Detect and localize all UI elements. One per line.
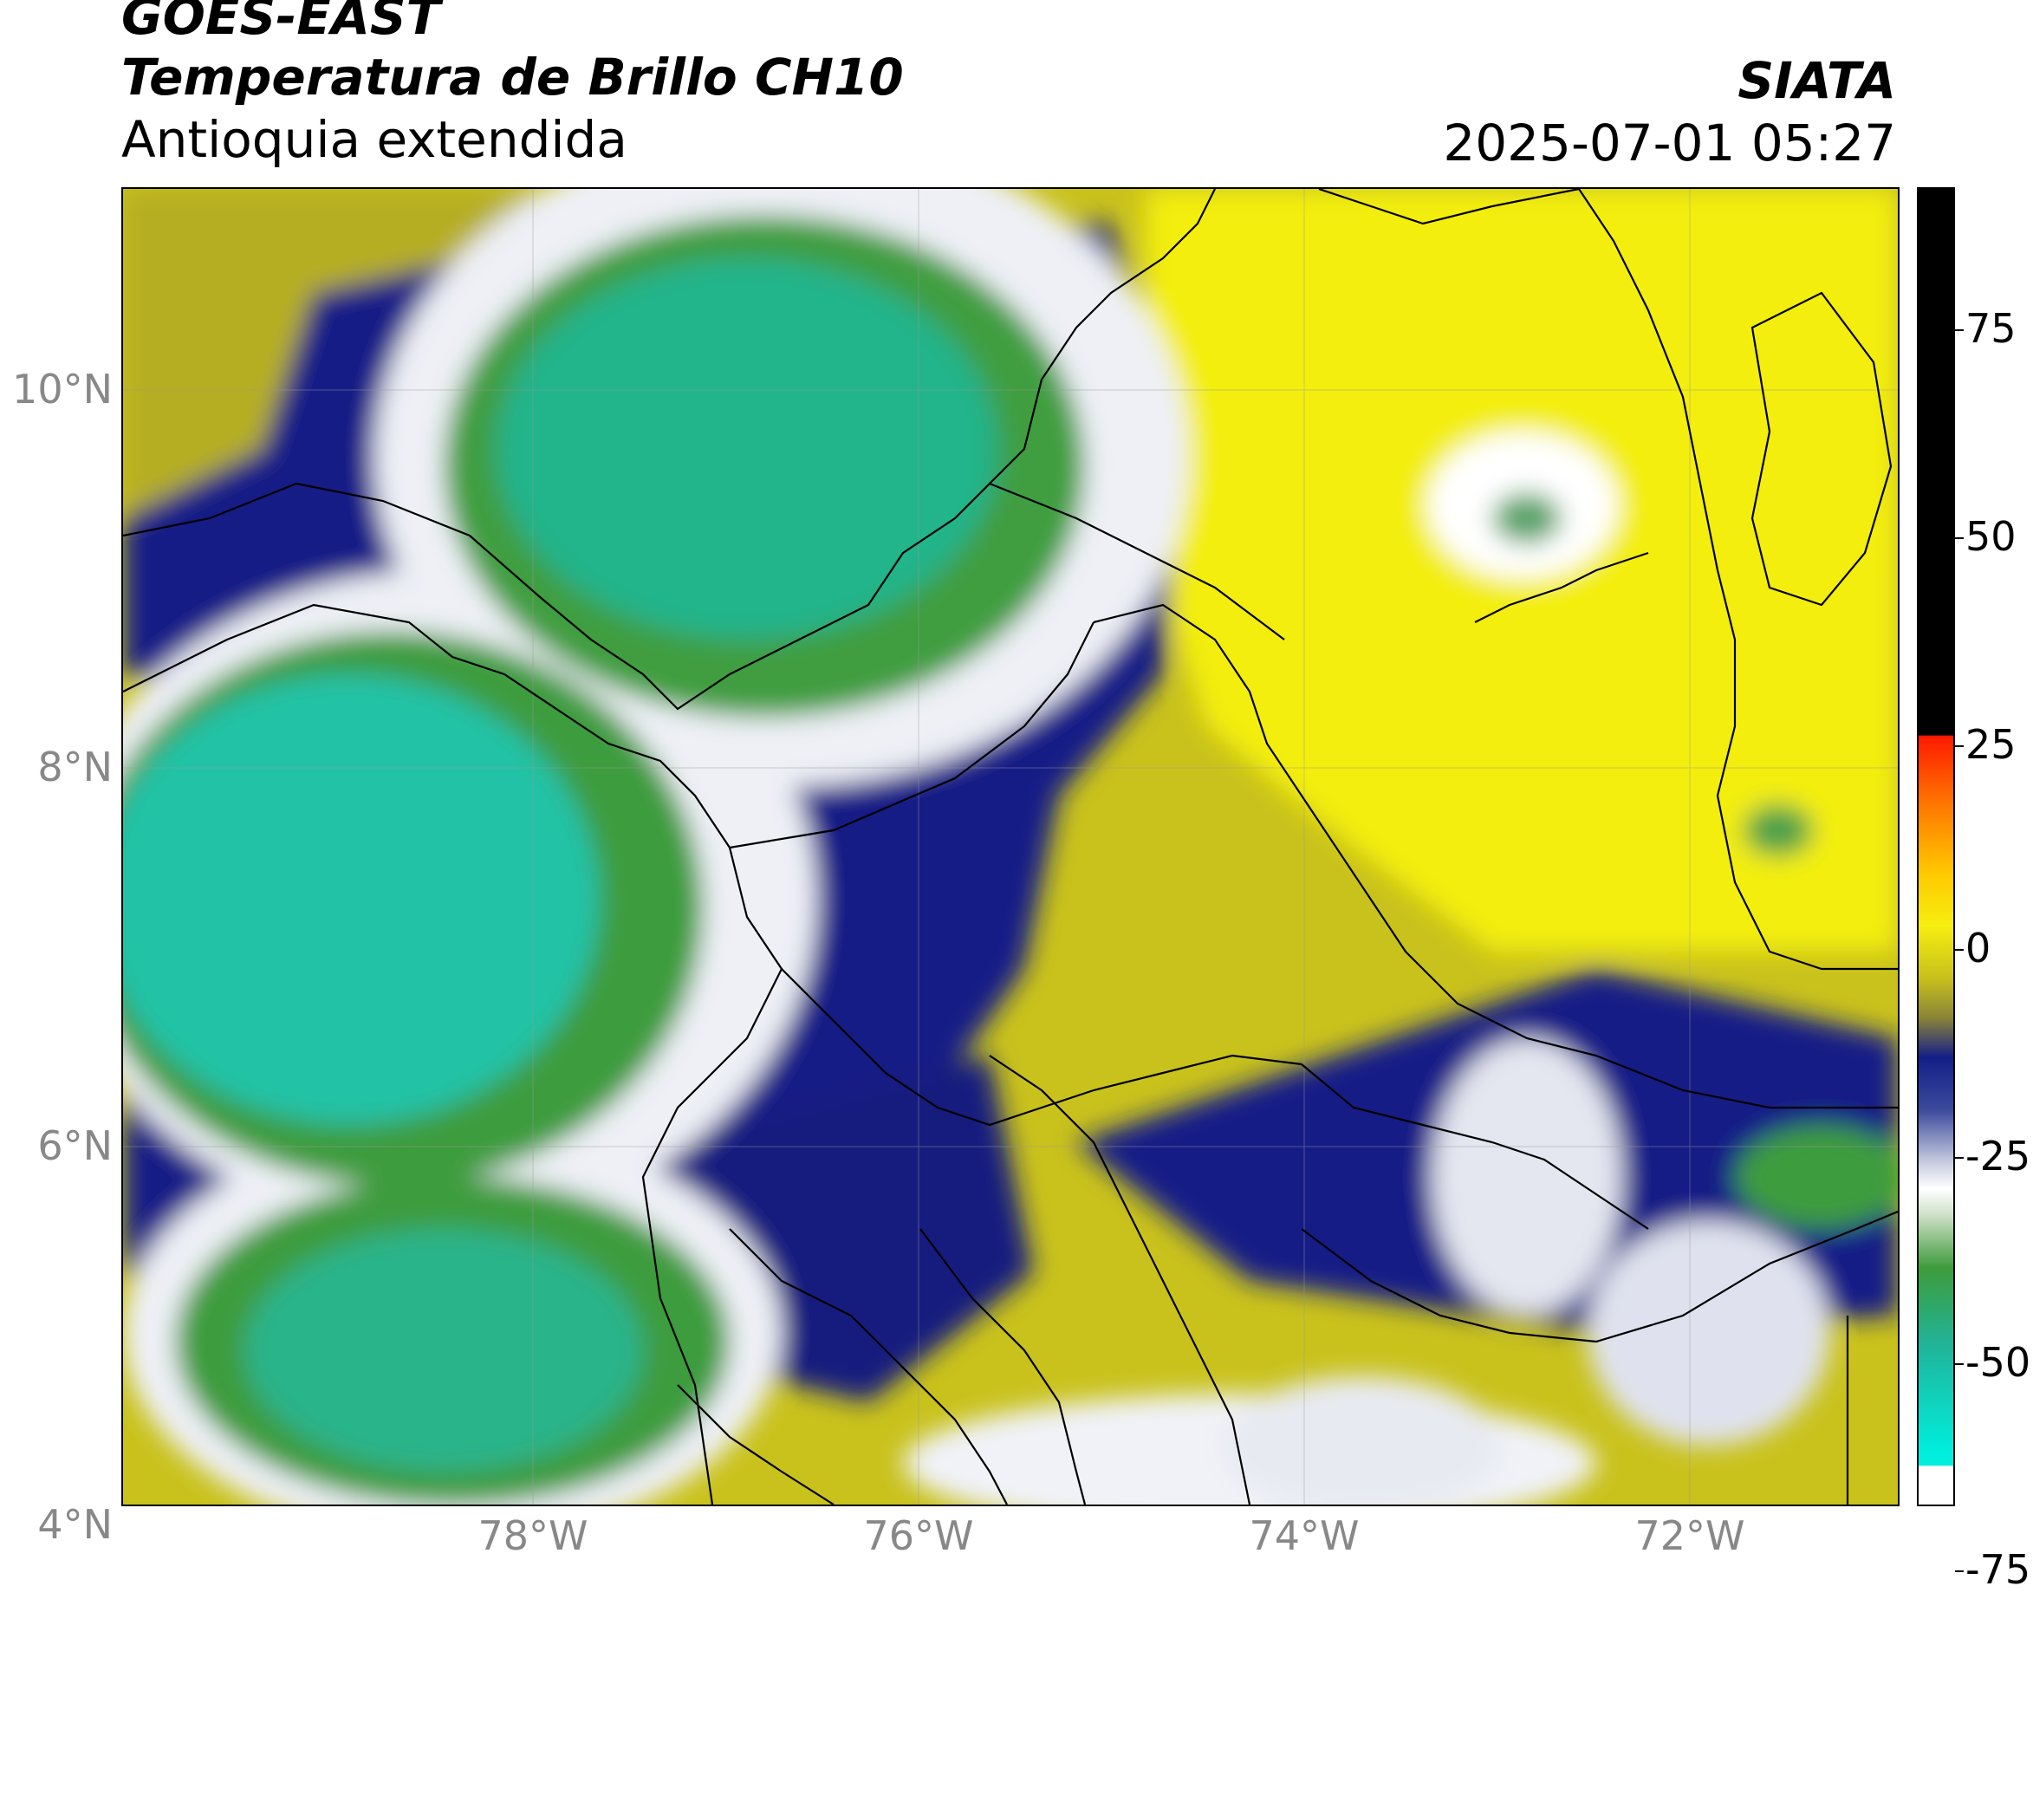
region-subtitle: Antioquia extendida — [121, 110, 627, 169]
source-label: SIATA — [1737, 51, 1896, 110]
cbar-tick — [1955, 1157, 1964, 1159]
y-tick-10n: 10°N — [12, 366, 113, 413]
datetime-label: 2025-07-01 05:27 — [1443, 114, 1896, 172]
graticule — [123, 189, 1898, 1505]
y-tick-6n: 6°N — [37, 1122, 113, 1169]
cbar-tick — [1955, 1570, 1964, 1572]
x-tick-78w: 78°W — [477, 1512, 588, 1559]
cbar-tick — [1955, 1363, 1964, 1365]
colorbar — [1917, 187, 1955, 1506]
cbar-label-50: 50 — [1965, 513, 2017, 560]
title-block: GOES-EAST Temperatura de Brillo CH10 Ant… — [121, 0, 904, 165]
cbar-tick — [1955, 329, 1964, 331]
cbar-label-0: 0 — [1965, 925, 1991, 972]
satellite-title: GOES-EAST — [121, 0, 441, 46]
cbar-label-25: 25 — [1965, 721, 2017, 768]
cbar-tick — [1955, 949, 1964, 951]
cbar-tick — [1955, 537, 1964, 539]
y-tick-8n: 8°N — [37, 744, 113, 790]
cbar-label-minus25: -25 — [1965, 1133, 2031, 1180]
x-tick-72w: 72°W — [1634, 1512, 1745, 1559]
y-tick-4n: 4°N — [37, 1501, 113, 1548]
product-title: Temperatura de Brillo CH10 — [121, 48, 904, 107]
source-block: SIATA 2025-07-01 05:27 — [1443, 55, 1896, 168]
x-tick-74w: 74°W — [1249, 1512, 1360, 1559]
coastlines-borders — [123, 189, 1898, 1505]
cbar-tick — [1955, 745, 1964, 747]
cbar-label-minus50: -50 — [1965, 1339, 2031, 1386]
cbar-label-75: 75 — [1965, 305, 2017, 352]
cbar-label-minus75: -75 — [1965, 1546, 2031, 1593]
brightness-temperature-map — [121, 187, 1900, 1506]
x-tick-76w: 76°W — [863, 1512, 974, 1559]
